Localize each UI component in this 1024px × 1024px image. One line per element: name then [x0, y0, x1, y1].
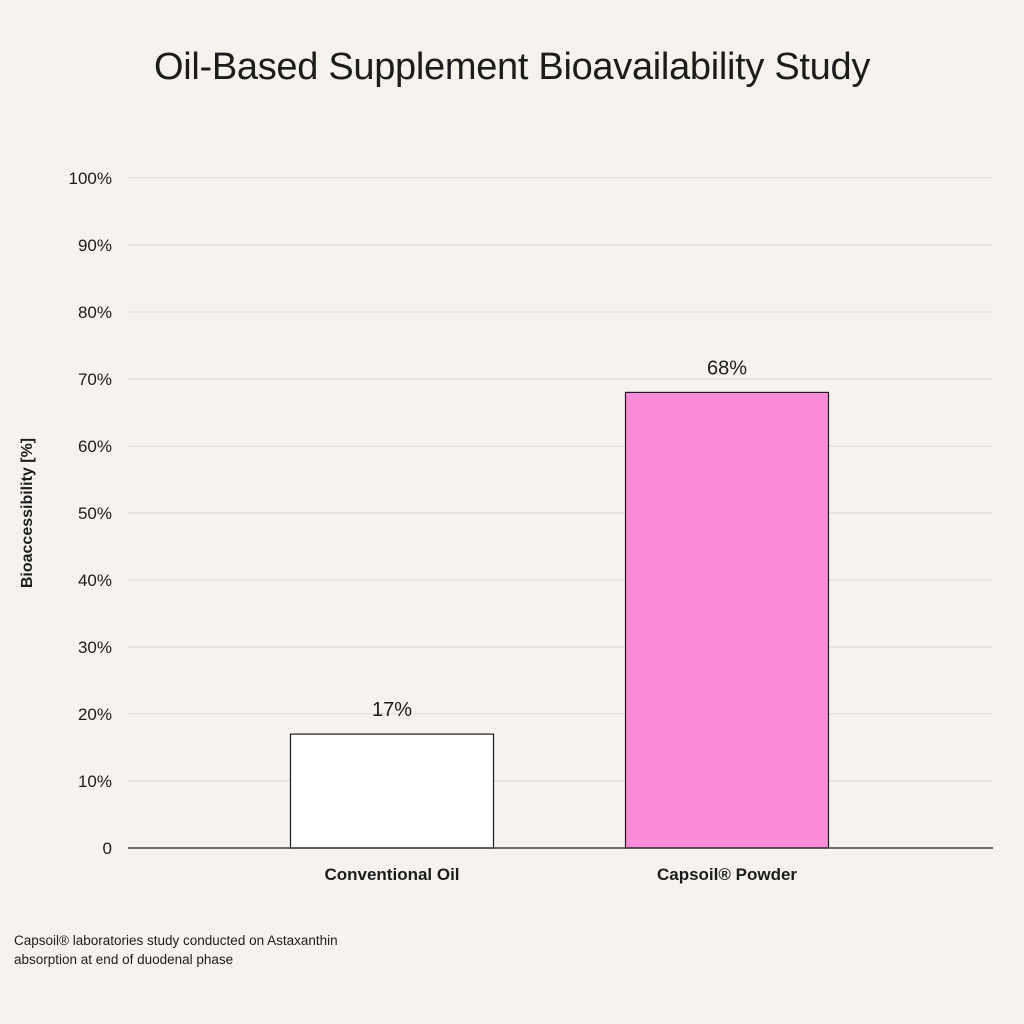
bar-value-label: 68%: [707, 357, 747, 379]
value-labels: 17% 68%: [372, 357, 747, 721]
gridlines: [128, 177, 993, 782]
footnote-line-2: absorption at end of duodenal phase: [14, 952, 234, 967]
category-label: Capsoil® Powder: [657, 865, 797, 884]
y-axis-label: Bioaccessibility [%]: [19, 438, 36, 588]
y-tick-label: 90%: [78, 236, 112, 255]
y-tick-labels: 0 10% 20% 30% 40% 50% 60% 70% 80% 90% 100%: [69, 169, 112, 858]
footnote: Capsoil® laboratories study conducted on…: [14, 931, 374, 969]
y-tick-label: 0: [103, 839, 112, 858]
y-tick-label: 40%: [78, 571, 112, 590]
category-label: Conventional Oil: [324, 865, 459, 884]
bar: [289, 733, 495, 849]
footnote-line-1: Capsoil® laboratories study conducted on…: [14, 933, 338, 948]
y-tick-label: 10%: [78, 772, 112, 791]
y-tick-label: 70%: [78, 370, 112, 389]
chart-title: Oil-Based Supplement Bioavailability Stu…: [153, 46, 871, 88]
y-tick-label: 80%: [78, 303, 112, 322]
bar-value-label: 17%: [372, 699, 412, 721]
bars: [289, 391, 830, 849]
y-tick-label: 30%: [78, 638, 112, 657]
y-tick-label: 50%: [78, 504, 112, 523]
y-tick-label: 20%: [78, 705, 112, 724]
y-tick-label: 60%: [78, 437, 112, 456]
y-tick-label: 100%: [69, 169, 112, 188]
category-labels: Conventional Oil Capsoil® Powder: [324, 865, 797, 884]
bar: [624, 391, 830, 849]
